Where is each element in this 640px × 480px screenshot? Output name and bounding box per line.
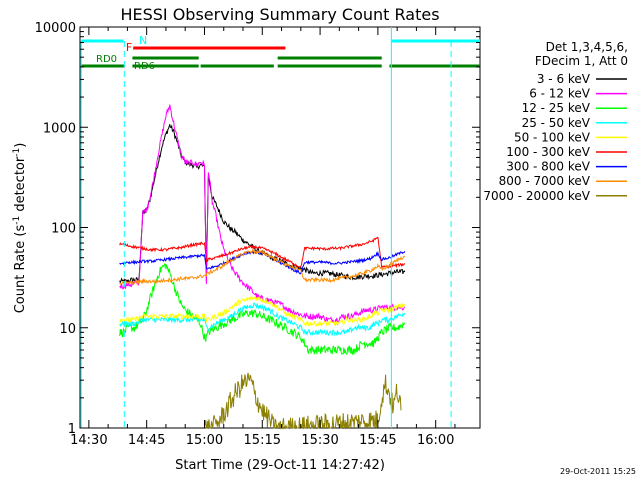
series-line-1 <box>119 104 405 324</box>
series-line-2 <box>119 263 406 356</box>
y-axis-label-close: ) <box>13 143 28 148</box>
y-tick-label: 10000 <box>35 21 76 36</box>
legend-label: 800 - 7000 keV <box>499 174 591 188</box>
rd-label-0: RD0 <box>96 54 117 65</box>
y-axis-label-main: Count Rate (s <box>13 225 28 314</box>
y-axis-label-exp2: -1 <box>12 148 22 157</box>
legend-label: 3 - 6 keV <box>537 72 591 86</box>
x-axis-label: Start Time (29-Oct-11 14:27:42) <box>175 458 385 473</box>
legend-label: 6 - 12 keV <box>529 87 591 101</box>
plot-border <box>79 26 481 429</box>
flare-label: F <box>126 41 132 54</box>
y-tick-label: 100 <box>51 222 76 237</box>
y-axis-label-mid: detector <box>13 156 28 216</box>
series-line-8 <box>204 372 402 430</box>
legend-label: 12 - 25 keV <box>522 101 591 115</box>
y-tick-label: 1 <box>68 422 76 437</box>
series-line-5 <box>119 236 406 270</box>
y-tick-label: 1000 <box>43 121 76 136</box>
x-tick-label: 16:00 <box>417 433 454 448</box>
y-axis: 1 10 100 1000 10000 <box>35 21 480 437</box>
attenuator-label: N <box>139 34 147 47</box>
chart-title: HESSI Observing Summary Count Rates <box>120 5 439 24</box>
series-line-3 <box>119 302 406 337</box>
legend-label: 50 - 100 keV <box>514 130 591 144</box>
legend-header-line-1: Det 1,3,4,5,6, <box>546 40 628 54</box>
series-line-7 <box>119 248 406 286</box>
x-tick-label: 15:15 <box>244 433 281 448</box>
timestamp: 29-Oct-2011 15:25 <box>560 467 636 476</box>
y-axis-label: Count Rate (s-1 detector-1) <box>12 143 28 314</box>
y-axis-label-exp: -1 <box>12 216 22 225</box>
plot-frame <box>79 26 481 429</box>
legend-label: 7000 - 20000 keV <box>483 189 590 203</box>
x-tick-label: 14:45 <box>128 433 165 448</box>
legend-label: 25 - 50 keV <box>522 116 591 130</box>
legend-header-line-2: FDecim 1, Att 0 <box>535 54 628 68</box>
series-line-6 <box>119 249 406 275</box>
x-axis: 14:30 14:45 15:00 15:15 15:30 15:45 16:00 <box>70 27 456 448</box>
rd-label-6: RD6 <box>134 61 155 72</box>
legend: Det 1,3,4,5,6, FDecim 1, Att 0 3 - 6 keV… <box>483 40 628 203</box>
x-tick-label: 14:30 <box>70 433 107 448</box>
series-layer <box>119 104 406 430</box>
x-tick-label: 15:30 <box>301 433 338 448</box>
annotation-layer: NF RD0 RD6 <box>80 27 480 428</box>
x-tick-label: 15:45 <box>359 433 396 448</box>
legend-label: 100 - 300 keV <box>506 145 590 159</box>
legend-label: 300 - 800 keV <box>506 160 590 174</box>
y-tick-label: 10 <box>59 322 76 337</box>
series-line-4 <box>119 295 405 327</box>
x-tick-label: 15:00 <box>186 433 223 448</box>
